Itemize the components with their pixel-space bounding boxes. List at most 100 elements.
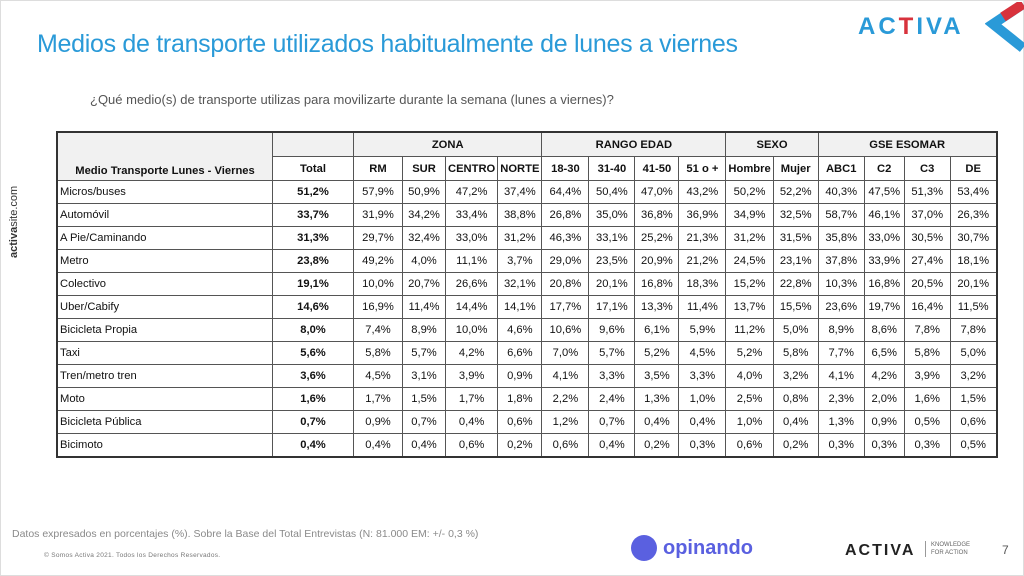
table-row: Uber/Cabify 14,6% 16,9% 11,4% 14,4% 14,1% 17,7… <box>56 295 998 319</box>
value-cell: 2,2% <box>541 387 590 411</box>
value-cell: 0,6% <box>949 410 998 434</box>
group-header: SEXO <box>725 131 819 157</box>
value-cell: 25,2% <box>634 226 680 250</box>
table-row: Bicimoto 0,4% 0,4% 0,4% 0,6% 0,2% 0,6% 0,4% 0,2%… <box>56 433 998 458</box>
tagline-1: KNOWLEDGE <box>931 542 971 548</box>
value-cell: 1,5% <box>949 387 998 411</box>
value-cell: 37,4% <box>497 180 543 204</box>
value-cell: 4,0% <box>402 249 446 273</box>
value-cell: 3,3% <box>588 364 636 388</box>
value-cell: 13,7% <box>725 295 774 319</box>
value-cell: 10,3% <box>817 272 865 296</box>
value-cell: 0,3% <box>863 433 905 458</box>
row-label: Micros/buses <box>56 180 273 204</box>
page-number: 7 <box>1002 543 1009 557</box>
table-row: Taxi 5,6% 5,8% 5,7% 4,2% 6,6% 7,0% 5,7% 5,2% 4,5%… <box>56 341 998 365</box>
value-cell: 37,8% <box>817 249 865 273</box>
value-cell: 0,5% <box>949 433 998 458</box>
value-cell: 4,2% <box>863 364 905 388</box>
value-cell: 8,6% <box>863 318 905 342</box>
value-cell: 14,4% <box>444 295 499 319</box>
row-label: Automóvil <box>56 203 273 227</box>
value-cell: 3,5% <box>634 364 680 388</box>
value-cell: 18,3% <box>678 272 727 296</box>
row-label: Bicicleta Propia <box>56 318 273 342</box>
value-cell: 1,5% <box>402 387 446 411</box>
column-header: Hombre <box>725 156 774 181</box>
value-cell: 17,1% <box>588 295 636 319</box>
question-text: ¿Qué medio(s) de transporte utilizas par… <box>90 92 614 107</box>
value-cell: 6,1% <box>634 318 680 342</box>
value-cell: 1,3% <box>817 410 865 434</box>
value-cell: 2,4% <box>588 387 636 411</box>
total-cell: 0,4% <box>272 433 354 458</box>
value-cell: 5,8% <box>353 341 403 365</box>
total-cell: 33,7% <box>272 203 354 227</box>
value-cell: 14,1% <box>497 295 543 319</box>
table-row: Bicicleta Propia 8,0% 7,4% 8,9% 10,0% 4,6% 10,… <box>56 318 998 342</box>
column-header-row: Total RM SUR CENTRO NORTE 18-30 31-40 41-50 51 o… <box>57 156 998 181</box>
value-cell: 16,9% <box>353 295 403 319</box>
website-bold: activa <box>8 226 20 258</box>
value-cell: 50,9% <box>402 180 446 204</box>
total-cell: 5,6% <box>272 341 354 365</box>
value-cell: 4,0% <box>725 364 774 388</box>
row-label: Tren/metro tren <box>56 364 273 388</box>
group-header-row: Medio Transporte Lunes - Viernes ZONA RAN… <box>56 131 998 181</box>
value-cell: 6,6% <box>497 341 543 365</box>
value-cell: 11,5% <box>949 295 998 319</box>
value-cell: 30,7% <box>949 226 998 250</box>
table-row: Moto 1,6% 1,7% 1,5% 1,7% 1,8% 2,2% 2,4% 1,3% 1,0%… <box>56 387 998 411</box>
value-cell: 4,2% <box>444 341 499 365</box>
value-cell: 50,2% <box>725 180 774 204</box>
value-cell: 0,8% <box>772 387 819 411</box>
value-cell: 47,2% <box>444 180 499 204</box>
value-cell: 33,4% <box>444 203 499 227</box>
value-cell: 50,4% <box>588 180 636 204</box>
group-header: GSE ESOMAR <box>817 131 998 157</box>
value-cell: 23,5% <box>588 249 636 273</box>
value-cell: 1,7% <box>444 387 499 411</box>
table-row: A Pie/Caminando 31,3% 29,7% 32,4% 33,0% 31,2%… <box>56 226 998 250</box>
total-group-blank <box>272 131 354 157</box>
value-cell: 16,8% <box>863 272 905 296</box>
value-cell: 19,7% <box>863 295 905 319</box>
total-cell: 19,1% <box>272 272 354 296</box>
table-body: Micros/buses 51,2% 57,9% 50,9% 47,2% 37,4% 64,… <box>56 180 998 458</box>
row-label: Bicimoto <box>56 433 273 458</box>
table-row: Metro 23,8% 49,2% 4,0% 11,1% 3,7% 29,0% 23,5% 20… <box>56 249 998 273</box>
value-cell: 0,3% <box>817 433 865 458</box>
total-cell: 31,3% <box>272 226 354 250</box>
value-cell: 46,1% <box>863 203 905 227</box>
value-cell: 3,1% <box>402 364 446 388</box>
value-cell: 31,9% <box>353 203 403 227</box>
value-cell: 38,8% <box>497 203 543 227</box>
value-cell: 30,5% <box>903 226 951 250</box>
value-cell: 1,3% <box>634 387 680 411</box>
value-cell: 23,6% <box>817 295 865 319</box>
value-cell: 29,0% <box>541 249 590 273</box>
total-cell: 51,2% <box>272 180 354 204</box>
value-cell: 58,7% <box>817 203 865 227</box>
value-cell: 10,0% <box>444 318 499 342</box>
value-cell: 7,8% <box>903 318 951 342</box>
column-header: DE <box>949 156 998 181</box>
value-cell: 0,6% <box>541 433 590 458</box>
value-cell: 20,9% <box>634 249 680 273</box>
value-cell: 0,4% <box>772 410 819 434</box>
value-cell: 13,3% <box>634 295 680 319</box>
value-cell: 15,5% <box>772 295 819 319</box>
value-cell: 26,8% <box>541 203 590 227</box>
value-cell: 47,5% <box>863 180 905 204</box>
value-cell: 0,4% <box>353 433 403 458</box>
value-cell: 0,7% <box>402 410 446 434</box>
value-cell: 0,4% <box>588 433 636 458</box>
value-cell: 26,3% <box>949 203 998 227</box>
opinando-face-icon <box>631 535 657 561</box>
value-cell: 10,6% <box>541 318 590 342</box>
value-cell: 26,6% <box>444 272 499 296</box>
row-header: Medio Transporte Lunes - Viernes <box>56 131 273 181</box>
value-cell: 53,4% <box>949 180 998 204</box>
value-cell: 37,0% <box>903 203 951 227</box>
logo-part: T <box>898 13 917 40</box>
